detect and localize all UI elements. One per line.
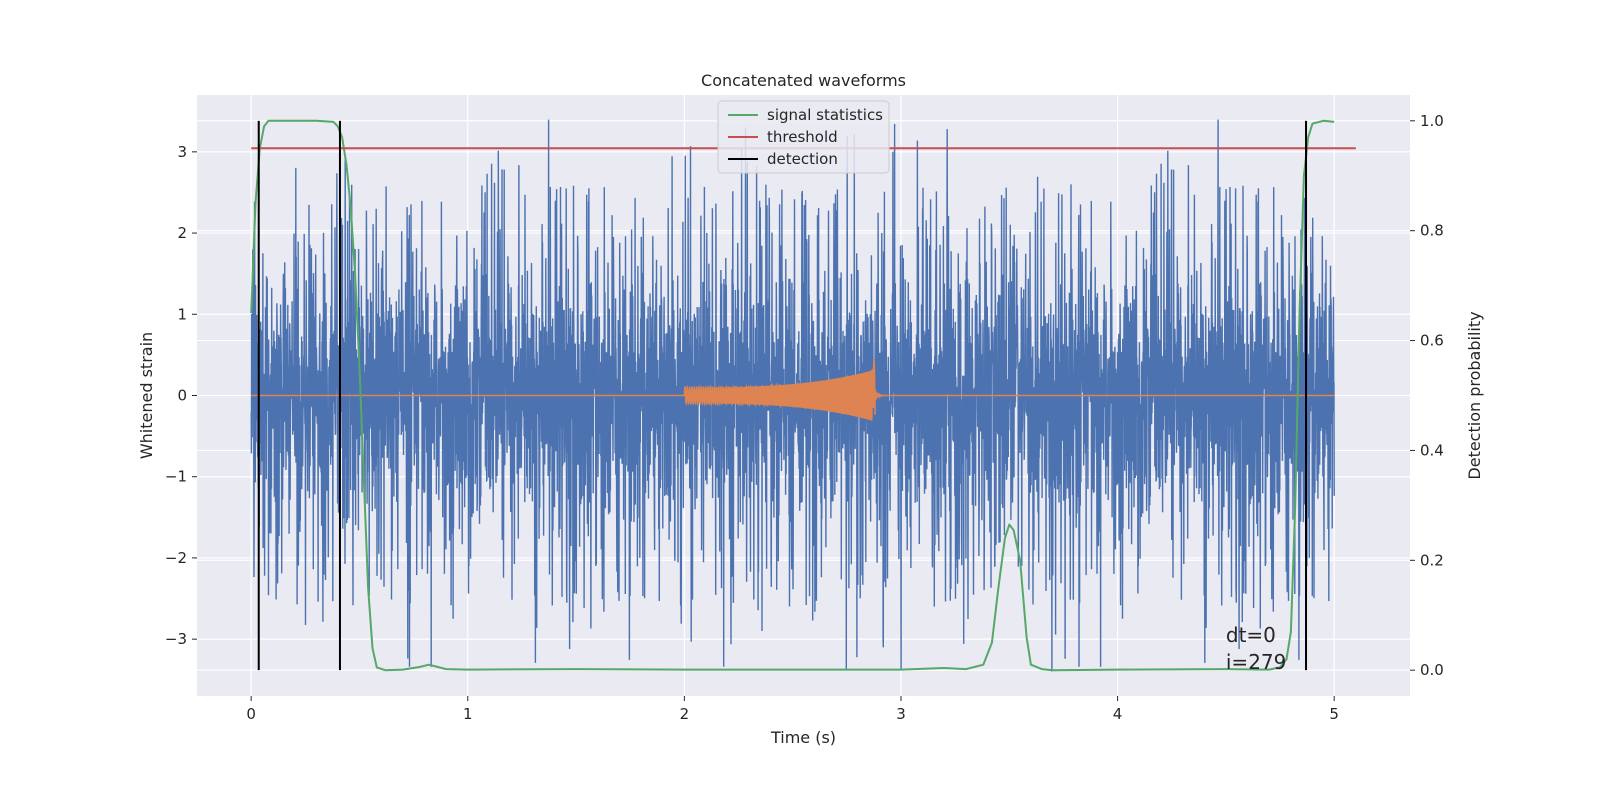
x-tick-label: 3 <box>896 705 906 723</box>
legend-label: threshold <box>767 128 838 146</box>
y-tick-label: −1 <box>165 468 187 486</box>
noise-line <box>250 119 1335 672</box>
y-tick-label: 1 <box>177 305 187 323</box>
noise-series <box>250 119 1335 672</box>
legend-entries: signal statistics threshold detection <box>728 106 883 168</box>
y-tick-label: 0 <box>177 387 187 405</box>
y2-tick-label: 0.4 <box>1420 441 1444 459</box>
y-axis-label: Whitened strain <box>137 332 156 459</box>
y-tick-label: −2 <box>165 549 187 567</box>
ticks: 0 1 2 3 4 5 3 2 1 0 −1 −2 −3 1.0 0.8 0.6 0.4 0.2 0.0 <box>165 112 1444 723</box>
chart-title: Concatenated waveforms <box>701 71 906 90</box>
y2-tick-label: 0.2 <box>1420 551 1444 569</box>
injected-signal-series <box>251 358 1335 421</box>
x-tick-label: 4 <box>1113 705 1123 723</box>
y-tick-label: 2 <box>177 224 187 242</box>
x-tick-label: 0 <box>246 705 256 723</box>
y-tick-label: −3 <box>165 630 187 648</box>
y2-tick-label: 0.0 <box>1420 661 1444 679</box>
x-axis-label: Time (s) <box>770 728 836 747</box>
legend-label: detection <box>767 150 838 168</box>
x-tick-label: 1 <box>463 705 473 723</box>
annotation-index: i=279 <box>1226 650 1287 674</box>
y2-tick-label: 0.8 <box>1420 222 1444 240</box>
legend: signal statistics threshold detection <box>717 100 890 174</box>
injected-signal-line <box>251 358 1335 421</box>
legend-label: signal statistics <box>767 106 883 124</box>
signal-statistics-line <box>250 119 1335 672</box>
y2-tick-label: 1.0 <box>1420 112 1444 130</box>
annotation-dt: dt=0 <box>1226 623 1276 647</box>
legend-box <box>717 100 890 174</box>
x-tick-label: 5 <box>1329 705 1339 723</box>
x-tick-label: 2 <box>680 705 690 723</box>
y2-axis-label: Detection probability <box>1465 311 1484 479</box>
y-tick-label: 3 <box>177 143 187 161</box>
y2-tick-label: 0.6 <box>1420 332 1444 350</box>
